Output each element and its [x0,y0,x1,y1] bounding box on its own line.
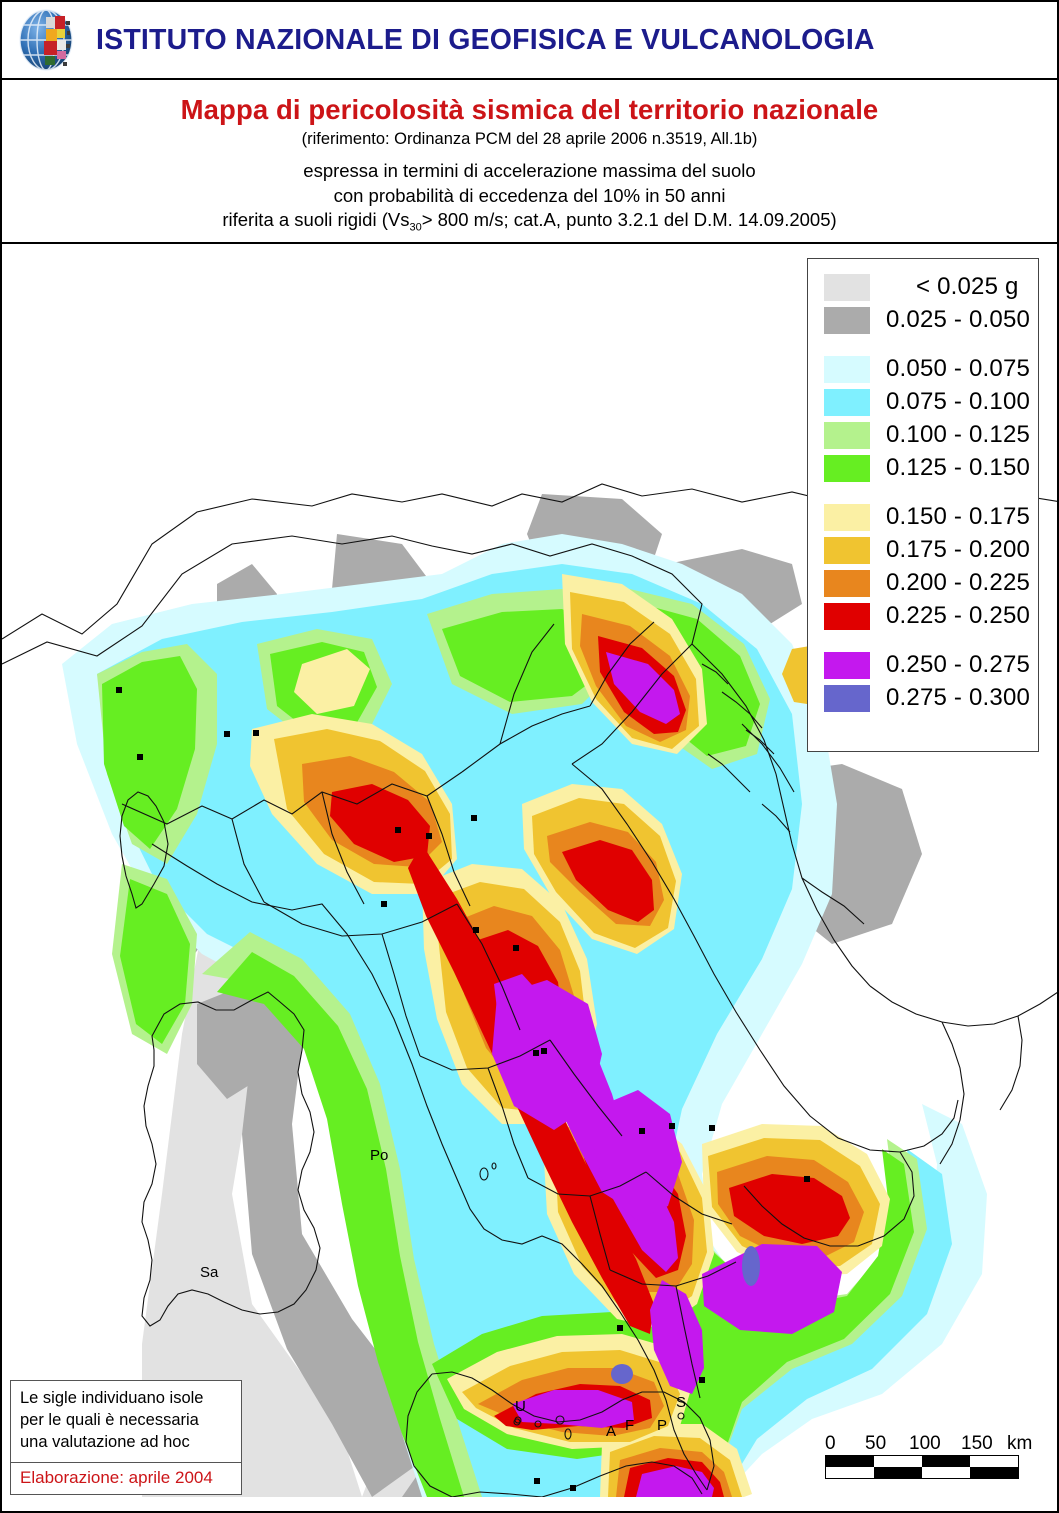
legend-label-3: 0.075 - 0.100 [886,388,1031,415]
legend-label-1: 0.025 - 0.050 [886,306,1031,333]
island-abbreviation-labels: Sa Po U A F P S Pa Pe [200,1147,686,1440]
legend-row-0[interactable]: < 0.025 g [808,271,1038,304]
legend-swatch-9 [824,602,870,630]
legend-row-5[interactable]: 0.125 - 0.150 [808,452,1038,485]
scale-cell [922,1466,970,1478]
legend-separator-3 [808,633,1038,649]
scale-cell [970,1455,1018,1467]
legend-label-6: 0.150 - 0.175 [886,503,1031,530]
label-p: P [657,1417,667,1434]
scale-unit-km: km [1007,1432,1033,1454]
scale-tick-100: 100 [909,1432,941,1454]
scale-cell [874,1466,922,1478]
header-title-block: Mappa di pericolosità sismica del territ… [2,80,1057,244]
legend-swatch-8 [824,569,870,597]
legend-row-10[interactable]: 0.250 - 0.275 [808,649,1038,682]
scale-cell [826,1466,874,1478]
label-a: A [606,1423,616,1440]
note-line-2: per le quali è necessaria [20,1410,199,1429]
header-logo-row: ISTITUTO NAZIONALE DI GEOFISICA E VULCAN… [2,2,1057,80]
scale-tick-50: 50 [865,1432,887,1454]
note-line-3: una valutazione ad hoc [20,1432,190,1451]
legend-group-cool: 0.050 - 0.075 0.075 - 0.100 0.100 - 0.12… [808,353,1038,485]
label-u: U [515,1398,526,1415]
legend-group-warm: 0.150 - 0.175 0.175 - 0.200 0.200 - 0.22… [808,501,1038,633]
scale-cell [874,1455,922,1467]
legend-label-0: < 0.025 g [916,273,1019,300]
legend-label-8: 0.200 - 0.225 [886,569,1031,596]
label-po: Po [370,1147,388,1164]
legend-row-6[interactable]: 0.150 - 0.175 [808,501,1038,534]
label-sa: Sa [200,1264,219,1281]
hazard-legend: < 0.025 g 0.025 - 0.050 0.050 - 0.075 0.… [807,257,1039,752]
scale-bar-graphic [825,1454,1019,1479]
legend-row-1[interactable]: 0.025 - 0.050 [808,304,1038,337]
islands-note-text: Le sigle individuano isole per le quali … [11,1381,241,1461]
legend-label-4: 0.100 - 0.125 [886,421,1031,448]
legend-label-7: 0.175 - 0.200 [886,536,1031,563]
scale-tick-150: 150 [961,1432,993,1454]
legend-row-7[interactable]: 0.175 - 0.200 [808,534,1038,567]
scale-tick-labels: 0 50 100 150 km [825,1433,1035,1455]
description-line-1: espressa in termini di accelerazione mas… [303,160,756,181]
scale-cell [826,1455,874,1467]
desc3-part-a: riferita a suoli rigidi (Vs [222,209,410,231]
legend-row-11[interactable]: 0.275 - 0.300 [808,682,1038,715]
hazard-band-275-300 [611,1245,760,1384]
legend-separator-1 [808,337,1038,353]
map-canvas[interactable]: Sa Po U A F P S Pa Pe < 0.025 g [2,243,1057,1497]
legend-label-2: 0.050 - 0.075 [886,355,1031,382]
hazard-map-svg: Sa Po U A F P S Pa Pe [2,482,1057,1497]
scale-tick-0: 0 [825,1432,836,1454]
note-line-1: Le sigle individuano isole [20,1389,204,1408]
label-s: S [676,1394,686,1411]
reference-line: (riferimento: Ordinanza PCM del 28 april… [301,130,758,148]
legend-row-8[interactable]: 0.200 - 0.225 [808,567,1038,600]
legend-label-9: 0.225 - 0.250 [886,602,1031,629]
legend-label-10: 0.250 - 0.275 [886,651,1031,678]
note-divider [11,1461,241,1463]
legend-group-grey: < 0.025 g 0.025 - 0.050 [808,271,1038,337]
legend-swatch-4 [824,421,870,449]
description-line-3: riferita a suoli rigidi (Vs30> 800 m/s; … [2,208,1057,235]
legend-swatch-11 [824,684,870,712]
legend-swatch-1 [824,306,870,334]
legend-swatch-0 [824,273,870,301]
ingv-globe-logo [16,7,78,73]
city-markers [116,686,810,1491]
legend-label-11: 0.275 - 0.300 [886,684,1031,711]
description-line-2: con probabilità di eccedenza del 10% in … [333,184,726,206]
legend-swatch-7 [824,536,870,564]
legend-row-9[interactable]: 0.225 - 0.250 [808,600,1038,633]
desc3-part-b: > 800 m/s; cat.A, punto 3.2.1 del D.M. 1… [421,209,837,231]
legend-swatch-2 [824,355,870,383]
elaboration-date: Elaborazione: aprile 2004 [20,1467,213,1487]
legend-separator-2 [808,485,1038,501]
legend-swatch-10 [824,651,870,679]
legend-swatch-6 [824,503,870,531]
legend-row-4[interactable]: 0.100 - 0.125 [808,419,1038,452]
legend-label-5: 0.125 - 0.150 [886,454,1031,481]
page-title: Mappa di pericolosità sismica del territ… [180,94,879,125]
legend-swatch-3 [824,388,870,416]
scale-bar-row-top [826,1455,1018,1467]
legend-swatch-5 [824,454,870,482]
legend-group-violet: 0.250 - 0.275 0.275 - 0.300 [808,649,1038,715]
scale-bar-row-bottom [826,1466,1018,1478]
vs30-subscript: 30 [409,221,422,234]
organization-title: ISTITUTO NAZIONALE DI GEOFISICA E VULCAN… [96,23,875,56]
label-f: F [625,1417,634,1434]
map-scale-bar: 0 50 100 150 km [825,1433,1035,1479]
scale-cell [970,1466,1018,1478]
legend-row-3[interactable]: 0.075 - 0.100 [808,386,1038,419]
legend-row-2[interactable]: 0.050 - 0.075 [808,353,1038,386]
islands-note-box: Le sigle individuano isole per le quali … [10,1380,242,1495]
scale-cell [922,1455,970,1467]
